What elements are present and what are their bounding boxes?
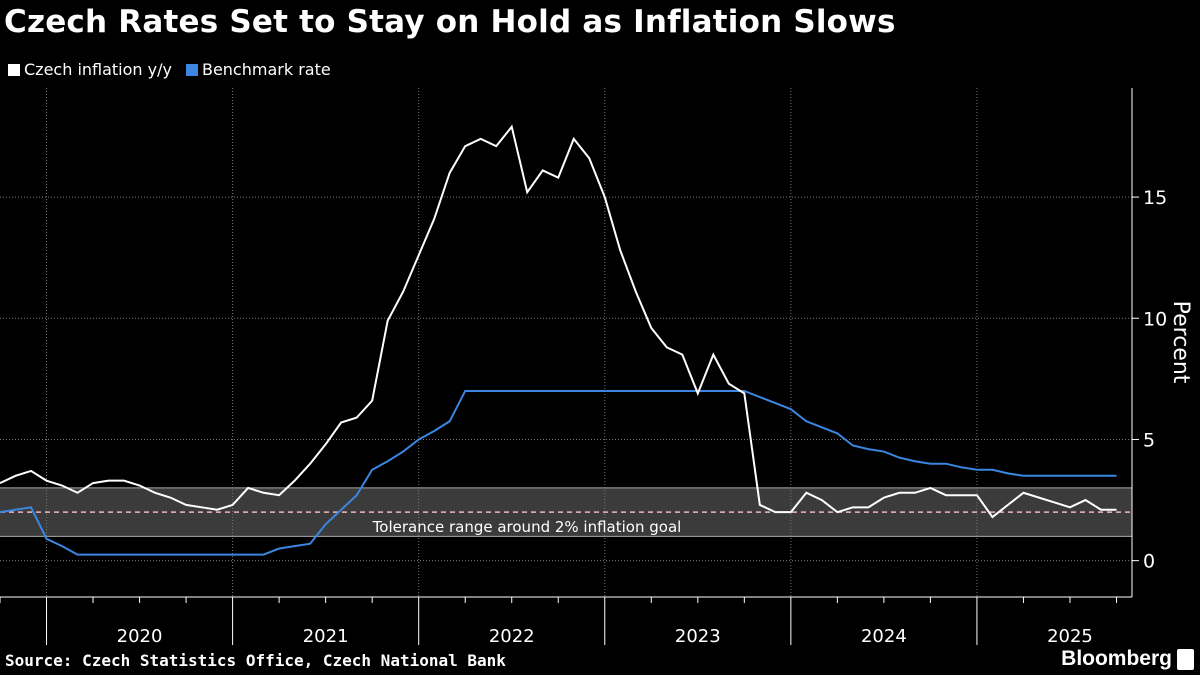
bloomberg-logo: Bloomberg xyxy=(1061,647,1172,670)
y-tick-label: 0 xyxy=(1143,551,1155,573)
x-tick-label: 2021 xyxy=(303,626,349,647)
vertical-gridlines xyxy=(46,88,978,597)
y-tick-label: 15 xyxy=(1143,187,1167,209)
benchmark-rate-line xyxy=(0,389,1117,556)
x-tick-label: 2022 xyxy=(489,626,535,647)
y-axis-label: Percent xyxy=(1168,301,1193,384)
legend-swatch-rate xyxy=(185,63,198,76)
x-tick-label: 2025 xyxy=(1047,626,1093,647)
legend-item-rate: Benchmark rate xyxy=(185,60,331,79)
x-tick-label: 2024 xyxy=(861,626,907,647)
x-tick-label: 2023 xyxy=(675,626,721,647)
legend-label-inflation: Czech inflation y/y xyxy=(24,60,172,79)
y-tick-label: 5 xyxy=(1143,429,1155,451)
source-note: Source: Czech Statistics Office, Czech N… xyxy=(5,651,506,670)
y-axis-ticks: 0 5 10 15 xyxy=(1132,187,1167,573)
legend: Czech inflation y/y Benchmark rate xyxy=(8,60,331,79)
chart-title: Czech Rates Set to Stay on Hold as Infla… xyxy=(4,4,896,40)
inflation-line xyxy=(0,124,1117,519)
x-tick-label: 2020 xyxy=(117,626,163,647)
legend-swatch-inflation xyxy=(8,63,20,76)
legend-label-rate: Benchmark rate xyxy=(201,60,331,79)
tolerance-band-label: Tolerance range around 2% inflation goal xyxy=(372,518,682,536)
y-tick-label: 10 xyxy=(1143,308,1167,330)
tolerance-band xyxy=(0,487,1132,537)
legend-item-inflation: Czech inflation y/y xyxy=(8,60,172,79)
x-axis-ticks: 2020 2021 2022 2023 2024 2025 xyxy=(0,597,1117,647)
bloomberg-mark-icon xyxy=(1177,649,1194,670)
